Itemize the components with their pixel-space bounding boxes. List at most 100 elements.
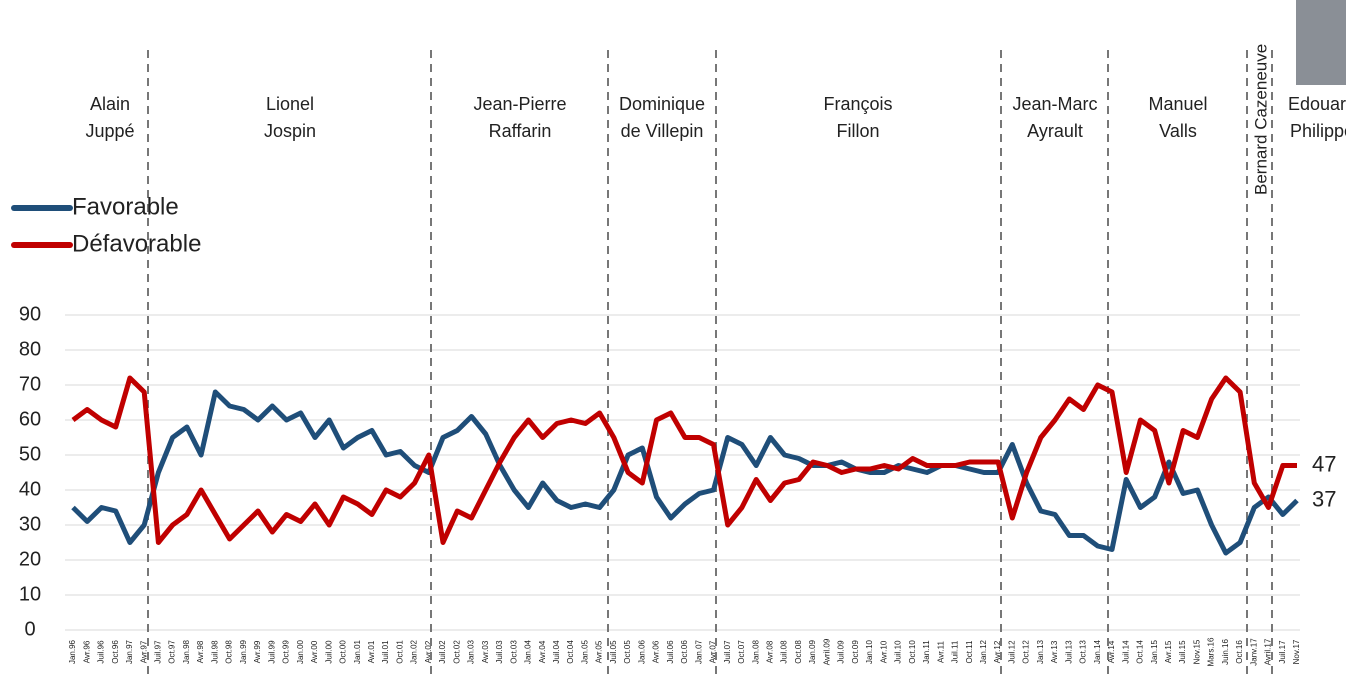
y-tick-label: 10 — [19, 583, 41, 605]
pm-name: Juppé — [85, 121, 134, 141]
pm-name: Fillon — [836, 121, 879, 141]
y-tick-label: 60 — [19, 408, 41, 430]
y-tick-label: 80 — [19, 338, 41, 360]
pm-name: Bernard Cazeneuve — [1251, 44, 1270, 195]
x-tick-label: Jan.13 — [1036, 639, 1045, 664]
x-tick-label: Juil.00 — [324, 640, 333, 664]
x-tick-label: Jan.00 — [296, 639, 305, 664]
x-tick-label: Avr.10 — [879, 640, 888, 663]
x-tick-label: Juil.13 — [1064, 640, 1073, 664]
y-tick-label: 40 — [19, 478, 41, 500]
pm-name: François — [823, 94, 892, 114]
x-tick-label: Juil.04 — [552, 640, 561, 664]
chart: 0 10 20 30 40 50 60 70 80 90 Jan.96 Avr.96 Juil.96 Oc… — [0, 0, 1346, 678]
x-tick-label: Jan.06 — [637, 639, 646, 664]
y-tick-label: 30 — [19, 513, 41, 535]
pm-name: Edouard — [1288, 94, 1346, 114]
x-tick-label: Juil.02 — [438, 640, 447, 664]
x-tick-label: Juil.96 — [97, 640, 106, 664]
y-tick-label: 50 — [19, 443, 41, 465]
x-tick-label: Jan.15 — [1150, 639, 1159, 664]
x-tick-label: Juil.12 — [1007, 640, 1016, 664]
x-tick-label: Jan.14 — [1093, 639, 1102, 664]
x-tick-label: Oct.12 — [1022, 640, 1031, 664]
x-tick-label: Avr.13 — [1050, 640, 1059, 663]
x-tick-label: Oct.99 — [282, 640, 291, 664]
x-tick-label: Avr.99 — [253, 640, 262, 663]
x-tick-label: Nov.15 — [1192, 639, 1201, 664]
x-tick-label: Avril.09 — [822, 638, 831, 665]
legend-label: Défavorable — [72, 230, 201, 257]
x-tick-label: Juil.98 — [210, 640, 219, 664]
x-tick-label: Juil.08 — [780, 640, 789, 664]
x-tick-label: Oct.98 — [225, 640, 234, 664]
legend-label: Favorable — [72, 193, 179, 220]
x-tick-label: Oct.00 — [339, 640, 348, 664]
x-tick-label: Jan.12 — [979, 639, 988, 664]
x-tick-label: Juil.07 — [723, 640, 732, 664]
x-tick-label: Jan.09 — [808, 639, 817, 664]
x-tick-label: Jan.04 — [524, 639, 533, 664]
x-tick-label: Jan.99 — [239, 639, 248, 664]
x-tick-label: Jan.05 — [580, 639, 589, 664]
x-tick-label: Juil.97 — [154, 640, 163, 664]
x-tick-label: Juil.15 — [1178, 640, 1187, 664]
x-tick-label: Oct.03 — [509, 640, 518, 664]
x-tick-label: Jan.96 — [68, 639, 77, 664]
end-value-label: 47 — [1312, 451, 1336, 476]
x-tick-label: Oct.08 — [794, 640, 803, 664]
pm-name: de Villepin — [621, 121, 704, 141]
x-tick-label: Juil.03 — [495, 640, 504, 664]
x-tick-label: Juil.06 — [666, 640, 675, 664]
pm-name: Raffarin — [489, 121, 552, 141]
x-tick-label: Avr.96 — [82, 640, 91, 663]
x-tick-label: Jan.08 — [751, 639, 760, 664]
x-tick-label: Juil.10 — [894, 640, 903, 664]
x-tick-label: Oct.05 — [623, 640, 632, 664]
y-tick-label: 0 — [24, 618, 35, 640]
pm-name: Manuel — [1148, 94, 1207, 114]
pm-name: Ayrault — [1027, 121, 1083, 141]
end-value-label: 37 — [1312, 486, 1336, 511]
x-tick-label: Oct.09 — [851, 640, 860, 664]
x-tick-label: Oct.07 — [737, 640, 746, 664]
pm-name: Jean-Pierre — [473, 94, 566, 114]
x-tick-label: Juin.16 — [1221, 639, 1230, 665]
pm-name: Lionel — [266, 94, 314, 114]
x-tick-label: Oct.97 — [168, 640, 177, 664]
x-tick-label: Oct.02 — [452, 640, 461, 664]
x-tick-label: Oct.14 — [1136, 640, 1145, 664]
x-tick-label: Avr.05 — [595, 640, 604, 663]
x-tick-label: Oct.13 — [1079, 640, 1088, 664]
x-tick-label: Oct.04 — [566, 640, 575, 664]
pm-name: Jean-Marc — [1012, 94, 1097, 114]
x-tick-label: Oct.10 — [908, 640, 917, 664]
x-tick-label: Juil.99 — [267, 640, 276, 664]
x-tick-label: Mars.16 — [1207, 637, 1216, 666]
x-tick-label: Jan.07 — [694, 639, 703, 664]
x-tick-label: Oct.06 — [680, 640, 689, 664]
pm-name: Valls — [1159, 121, 1197, 141]
x-tick-label: Juil.17 — [1278, 640, 1287, 664]
y-tick-label: 90 — [19, 303, 41, 325]
y-tick-label: 70 — [19, 373, 41, 395]
pm-name: Jospin — [264, 121, 316, 141]
x-tick-label: Juil.11 — [951, 640, 960, 663]
x-tick-label: Avr.98 — [196, 640, 205, 663]
pm-name: Alain — [90, 94, 130, 114]
x-tick-label: Juil.14 — [1121, 640, 1130, 664]
x-tick-label: Avr.00 — [310, 640, 319, 663]
x-tick-label: Avr.97 — [139, 640, 148, 663]
x-tick-label: Jan.03 — [467, 639, 476, 664]
pm-name: Dominique — [619, 94, 705, 114]
x-tick-label: Juil.09 — [837, 640, 846, 664]
series-line — [73, 378, 1297, 543]
x-tick-label: Oct.16 — [1235, 640, 1244, 664]
x-tick-label: Jan.01 — [353, 639, 362, 664]
x-tick-label: Oct.01 — [395, 640, 404, 664]
y-tick-label: 20 — [19, 548, 41, 570]
x-tick-label: Avr.08 — [766, 640, 775, 663]
x-tick-label: Avr.06 — [652, 640, 661, 663]
x-tick-label: Jan.98 — [182, 639, 191, 664]
pm-name: Philippe — [1290, 121, 1346, 141]
